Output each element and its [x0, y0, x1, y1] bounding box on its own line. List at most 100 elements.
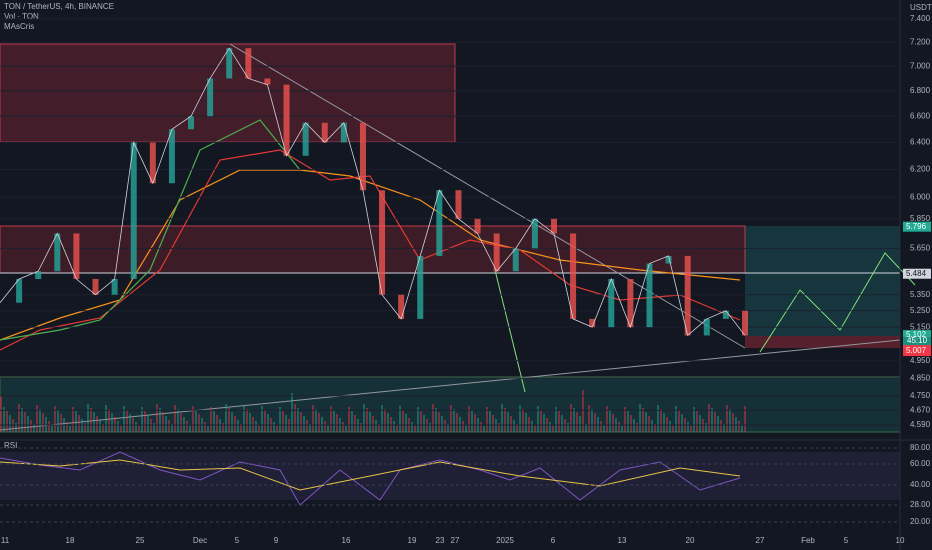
volume-bar	[537, 406, 539, 432]
candle	[703, 318, 710, 336]
candle	[379, 190, 386, 295]
volume-bar	[174, 405, 176, 432]
volume-bar	[438, 412, 440, 432]
volume-bar	[27, 416, 29, 432]
volume-bar	[15, 423, 17, 432]
volume-bar	[450, 405, 452, 432]
volume-bar	[159, 408, 161, 432]
date-label: Feb	[801, 536, 815, 545]
date-label: 20	[686, 536, 695, 545]
volume-bar	[153, 423, 155, 432]
volume-label[interactable]: Vol · TON	[4, 12, 39, 21]
volume-bar	[405, 414, 407, 432]
volume-bar	[549, 422, 551, 432]
volume-bar	[207, 426, 209, 432]
volume-bar	[144, 411, 146, 432]
volume-bar	[3, 407, 5, 432]
volume-bar	[573, 408, 575, 432]
volume-bar	[441, 416, 443, 432]
volume-bar	[306, 420, 308, 432]
volume-bar	[474, 414, 476, 432]
volume-bar	[717, 416, 719, 432]
volume-bar	[465, 425, 467, 432]
candle	[684, 255, 691, 336]
resistance-zone	[0, 225, 746, 274]
volume-bar	[279, 407, 281, 432]
symbol-title[interactable]: TON / TetherUS, 4h, BINANCE	[4, 2, 114, 11]
volume-bar	[585, 424, 587, 432]
candle	[417, 255, 424, 319]
volume-bar	[429, 423, 431, 432]
y-tick-label: 6.200	[910, 165, 931, 174]
volume-bar	[210, 407, 212, 432]
volume-bar	[291, 393, 293, 432]
volume-bar	[630, 415, 632, 432]
volume-bar	[222, 423, 224, 432]
volume-bar	[432, 404, 434, 432]
countdown-tag	[903, 337, 931, 346]
volume-bar	[555, 407, 557, 432]
volume-bar	[372, 416, 374, 432]
stop-box	[745, 336, 900, 348]
volume-bar	[225, 404, 227, 432]
volume-bar	[639, 404, 641, 432]
date-label: 25	[136, 536, 145, 545]
volume-bar	[486, 407, 488, 432]
volume-bar	[276, 426, 278, 432]
volume-bar	[480, 422, 482, 432]
date-label: Dec	[193, 536, 207, 545]
candle	[92, 279, 99, 295]
volume-bar	[609, 410, 611, 432]
volume-bar	[51, 425, 53, 432]
volume-bar	[369, 412, 371, 432]
volume-bar	[351, 411, 353, 432]
price-tag	[903, 221, 931, 232]
volume-bar	[120, 425, 122, 432]
volume-bar	[189, 425, 191, 432]
volume-bar	[705, 423, 707, 432]
date-label: 11	[1, 536, 10, 545]
volume-bar	[663, 413, 665, 432]
volume-bar	[423, 415, 425, 432]
price-tag	[903, 330, 931, 341]
volume-bar	[612, 414, 614, 432]
volume-bar	[333, 410, 335, 432]
volume-bar	[9, 415, 11, 432]
volume-bar	[681, 414, 683, 432]
volume-bar	[588, 405, 590, 432]
volume-bar	[468, 406, 470, 432]
volume-bar	[447, 424, 449, 432]
volume-bar	[129, 414, 131, 432]
indicator-label[interactable]: MAsCris	[4, 22, 34, 31]
volume-bar	[522, 409, 524, 432]
volume-bar	[621, 426, 623, 432]
candle	[646, 263, 653, 328]
volume-bar	[60, 414, 62, 432]
volume-bar	[42, 413, 44, 432]
volume-bar	[66, 422, 68, 432]
volume-bar	[624, 407, 626, 432]
volume-bar	[384, 409, 386, 432]
candle	[550, 218, 557, 234]
volume-bar	[255, 421, 257, 432]
volume-bar	[576, 412, 578, 432]
candle	[283, 84, 290, 156]
volume-bar	[708, 404, 710, 432]
volume-bar	[729, 409, 731, 432]
volume-bar	[177, 409, 179, 432]
volume-bar	[399, 406, 401, 432]
volume-bar	[198, 414, 200, 432]
date-label: 23	[436, 536, 445, 545]
volume-bar	[258, 425, 260, 432]
volume-bar	[102, 424, 104, 432]
volume-bar	[726, 405, 728, 432]
volume-bar	[108, 409, 110, 432]
volume-bar	[84, 423, 86, 432]
volume-bar	[90, 408, 92, 432]
volume-bar	[534, 425, 536, 432]
candle	[16, 279, 23, 303]
volume-bar	[435, 408, 437, 432]
currency: USDT	[910, 3, 932, 12]
candle	[73, 233, 80, 280]
date-label: 13	[618, 536, 627, 545]
